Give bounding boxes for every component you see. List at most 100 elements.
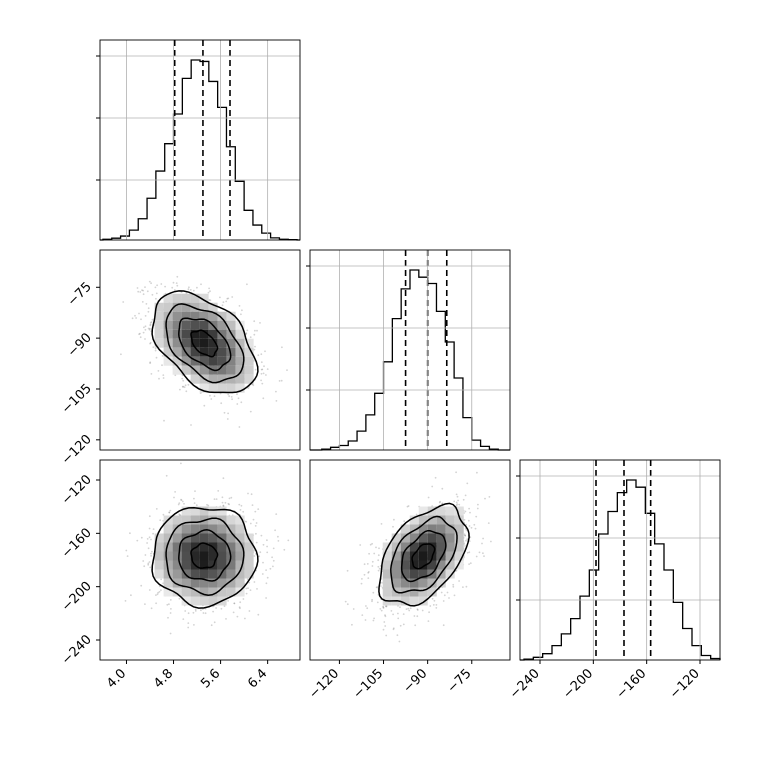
y-tick-label: −160 xyxy=(59,526,95,562)
scatter-point xyxy=(215,498,218,500)
scatter-point xyxy=(148,280,151,283)
x-tick-label: −120 xyxy=(306,666,342,702)
scatter-point xyxy=(223,605,226,607)
density-cell xyxy=(208,302,218,312)
density-cell xyxy=(445,560,455,570)
scatter-point xyxy=(261,368,264,371)
density-cell xyxy=(400,533,410,543)
scatter-point xyxy=(246,329,249,332)
density-cell xyxy=(235,533,245,543)
density-cell xyxy=(400,569,410,579)
density-cell xyxy=(409,569,419,579)
density-cell xyxy=(217,338,227,348)
scatter-point xyxy=(264,350,266,353)
scatter-point xyxy=(263,365,265,368)
scatter-point xyxy=(392,525,394,528)
scatter-point xyxy=(475,515,478,518)
scatter-point xyxy=(442,600,445,602)
scatter-point xyxy=(262,561,264,564)
scatter-point xyxy=(204,612,207,615)
density-cell xyxy=(235,560,245,570)
scatter-point xyxy=(271,556,273,559)
contour-line xyxy=(178,529,232,582)
density-cell xyxy=(391,569,401,579)
density-cell xyxy=(154,302,164,312)
density-cell xyxy=(445,551,455,561)
density-cell xyxy=(382,560,392,570)
scatter-point xyxy=(206,503,208,506)
scatter-point xyxy=(209,290,211,293)
scatter-point xyxy=(256,588,258,590)
scatter-point xyxy=(466,538,469,540)
scatter-point xyxy=(382,607,385,609)
scatter-point xyxy=(455,504,458,507)
scatter-point xyxy=(278,380,281,382)
scatter-point xyxy=(402,613,405,615)
density-cell xyxy=(445,524,455,534)
scatter-point xyxy=(188,286,190,289)
density-cell xyxy=(235,365,245,375)
density-cell xyxy=(436,542,446,552)
scatter-point xyxy=(361,614,364,616)
scatter-point xyxy=(262,372,265,375)
contour-line xyxy=(190,329,219,358)
scatter-point xyxy=(142,331,145,334)
y-tick-label: −120 xyxy=(59,472,95,508)
scatter-point xyxy=(182,379,185,382)
scatter-point xyxy=(377,569,380,572)
density-cell xyxy=(199,587,209,597)
scatter-point xyxy=(168,511,171,514)
y-tick-label: −90 xyxy=(65,330,95,360)
scatter-point xyxy=(181,374,184,377)
density-cell xyxy=(244,374,254,384)
density-cell xyxy=(190,569,200,579)
scatter-point xyxy=(164,285,167,288)
scatter-point xyxy=(227,600,230,602)
density-cell xyxy=(163,293,173,303)
density-cell xyxy=(190,506,200,516)
scatter-point xyxy=(442,624,445,627)
scatter-point xyxy=(223,411,226,414)
density-cell xyxy=(163,542,173,552)
density-cell xyxy=(190,374,200,384)
density-cell xyxy=(409,515,419,525)
scatter-point xyxy=(194,490,196,492)
density-cell xyxy=(244,542,254,552)
scatter-point xyxy=(346,603,349,606)
scatter-point xyxy=(474,527,477,530)
scatter-point xyxy=(462,498,465,501)
scatter-point xyxy=(192,289,195,292)
scatter-point xyxy=(144,554,147,556)
scatter-point xyxy=(125,549,128,552)
scatter-point xyxy=(141,301,144,303)
scatter-point xyxy=(266,539,268,542)
scatter-point xyxy=(360,582,363,585)
density-cell xyxy=(454,515,464,525)
scatter-point xyxy=(148,536,151,539)
scatter-point xyxy=(242,510,245,513)
scatter-point xyxy=(272,559,275,562)
scatter-point xyxy=(465,539,467,542)
scatter-point xyxy=(365,605,367,607)
scatter-point xyxy=(232,611,235,614)
scatter-point xyxy=(171,286,174,289)
scatter-point xyxy=(260,372,263,375)
density-cell xyxy=(181,560,191,570)
contour-line xyxy=(151,290,259,394)
scatter-point xyxy=(265,374,267,376)
scatter-point xyxy=(238,606,241,608)
scatter-point xyxy=(452,585,455,588)
density-cell xyxy=(235,347,245,357)
density-cell xyxy=(154,311,164,321)
density-cell xyxy=(235,542,245,552)
scatter-point xyxy=(227,297,230,300)
scatter-point xyxy=(283,548,286,551)
density-cell xyxy=(181,302,191,312)
scatter-point xyxy=(254,510,257,513)
scatter-point xyxy=(490,540,492,543)
scatter-point xyxy=(260,534,263,537)
density-cell xyxy=(190,524,200,534)
scatter-point xyxy=(406,505,409,508)
histogram-p0 xyxy=(96,40,300,241)
scatter-point xyxy=(158,590,161,593)
